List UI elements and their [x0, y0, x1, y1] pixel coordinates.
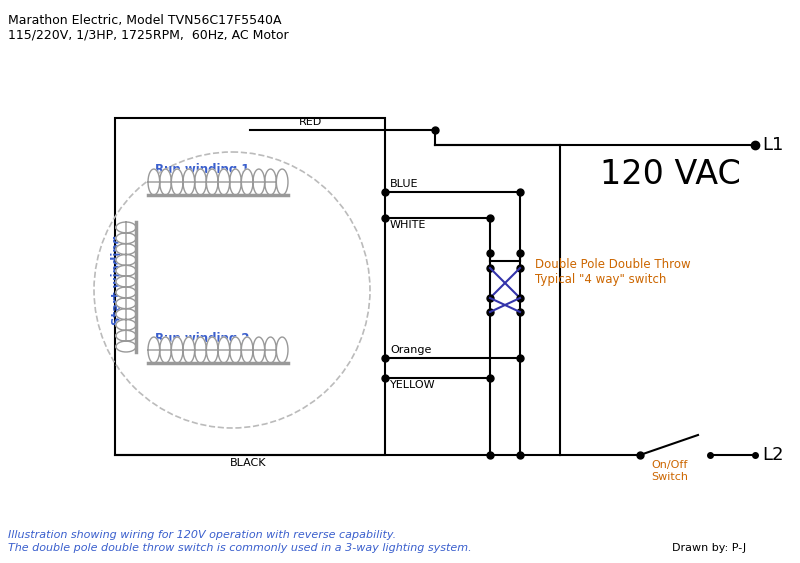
Text: 115/220V, 1/3HP, 1725RPM,  60Hz, AC Motor: 115/220V, 1/3HP, 1725RPM, 60Hz, AC Motor: [8, 28, 289, 41]
Text: On/Off: On/Off: [652, 460, 688, 470]
Text: YELLOW: YELLOW: [390, 380, 436, 390]
Text: WHITE: WHITE: [390, 220, 426, 230]
Text: L2: L2: [762, 446, 783, 464]
Text: Run winding 1: Run winding 1: [155, 163, 250, 176]
Text: 120 VAC: 120 VAC: [600, 158, 741, 191]
Text: Marathon Electric, Model TVN56C17F5540A: Marathon Electric, Model TVN56C17F5540A: [8, 14, 282, 27]
Bar: [115, 118, 385, 455]
Text: Switch: Switch: [651, 472, 689, 482]
Text: The double pole double throw switch is commonly used in a 3-way lighting system.: The double pole double throw switch is c…: [8, 543, 472, 553]
Text: Typical "4 way" switch: Typical "4 way" switch: [535, 274, 666, 287]
Text: BLACK: BLACK: [230, 458, 266, 468]
Text: L1: L1: [762, 136, 783, 154]
Polygon shape: [116, 222, 136, 352]
Polygon shape: [148, 337, 288, 363]
Text: Drawn by: P-J: Drawn by: P-J: [672, 543, 746, 553]
Polygon shape: [148, 169, 288, 195]
Text: Start winding: Start winding: [111, 235, 125, 325]
Text: BLUE: BLUE: [390, 179, 418, 189]
Text: RED: RED: [298, 117, 322, 127]
Text: Orange: Orange: [390, 345, 431, 355]
Text: Illustration showing wiring for 120V operation with reverse capability.: Illustration showing wiring for 120V ope…: [8, 530, 396, 540]
Text: Run winding 2: Run winding 2: [155, 332, 250, 345]
Text: Double Pole Double Throw: Double Pole Double Throw: [535, 258, 690, 271]
